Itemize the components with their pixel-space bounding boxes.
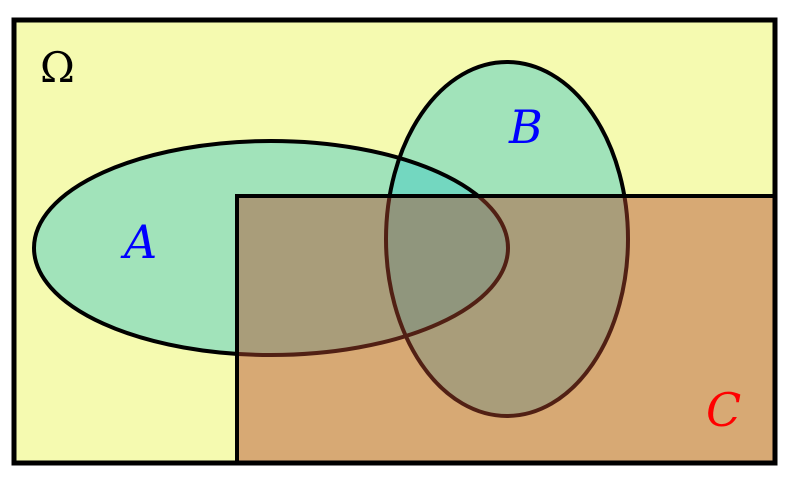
universe-omega bbox=[14, 20, 775, 463]
omega-label: Ω bbox=[40, 43, 75, 92]
set-b-outline bbox=[384, 60, 630, 418]
set-a-outline bbox=[32, 139, 510, 357]
set-b-label: B bbox=[508, 100, 543, 154]
set-a-label: A bbox=[120, 215, 157, 269]
set-c-label: C bbox=[706, 383, 741, 437]
universe-outline bbox=[11, 17, 778, 466]
set-c-rectangle bbox=[235, 194, 777, 465]
